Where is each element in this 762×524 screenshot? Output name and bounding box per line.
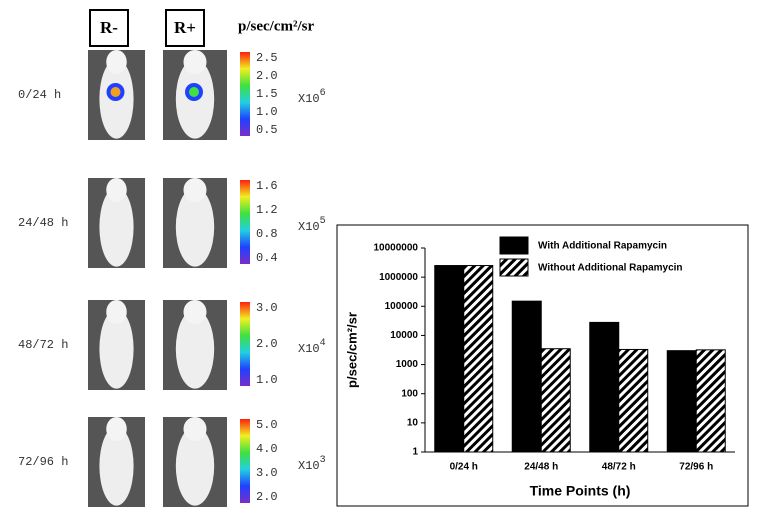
color-bar: [240, 180, 250, 264]
unit-label: p/sec/cm²/sr: [238, 18, 314, 34]
scale-tick-label: 2.0: [256, 490, 278, 504]
column-box: [165, 9, 205, 47]
mouse-body: [99, 309, 134, 389]
mouse-body: [175, 187, 215, 267]
mouse-head: [106, 300, 127, 324]
scale-tick-label: 2.5: [256, 51, 278, 65]
scale-tick-label: 2.0: [256, 69, 278, 83]
mouse-body: [175, 426, 215, 506]
multiplier: X106: [298, 88, 326, 107]
multiplier-base: X10: [298, 459, 320, 473]
scale-tick-label: 1.5: [256, 87, 278, 101]
scale-tick-label: 0.5: [256, 123, 278, 137]
multiplier-exponent: 6: [320, 88, 326, 99]
x-tick-label: 0/24 h: [450, 462, 478, 473]
bar: [463, 265, 494, 453]
mouse-body: [99, 187, 134, 267]
y-tick-label: 10: [407, 417, 419, 428]
x-tick-label: 48/72 h: [602, 462, 636, 473]
y-tick-label: 100: [401, 388, 418, 399]
color-bar: [240, 419, 250, 503]
signal-core: [189, 87, 199, 97]
column-box: [89, 9, 129, 47]
multiplier-exponent: 4: [320, 338, 326, 349]
mouse-head: [106, 417, 127, 441]
scale-tick-label: 1.6: [256, 179, 278, 193]
bar: [695, 349, 726, 453]
multiplier-base: X10: [298, 220, 320, 234]
y-axis-label: p/sec/cm²/sr: [344, 312, 359, 388]
multiplier: X103: [298, 455, 326, 474]
scale-tick-label: 1.2: [256, 203, 278, 217]
scale-tick-label: 1.0: [256, 373, 278, 387]
row-label: 24/48 h: [18, 216, 68, 230]
legend-swatch: [499, 236, 529, 255]
mouse-head: [106, 50, 127, 74]
mouse-head: [183, 300, 207, 324]
y-tick-label: 1000: [396, 359, 419, 370]
scale-tick-label: 5.0: [256, 418, 278, 432]
scale-tick-label: 0.4: [256, 251, 278, 265]
mouse-head: [106, 178, 127, 202]
bar: [589, 321, 620, 453]
mouse-head: [183, 178, 207, 202]
multiplier-exponent: 3: [320, 455, 326, 466]
y-tick-label: 100000: [385, 301, 419, 312]
scale-tick-label: 3.0: [256, 301, 278, 315]
multiplier-exponent: 5: [320, 216, 326, 227]
column-label: R-: [100, 18, 118, 37]
signal-core: [110, 87, 121, 97]
legend-label: With Additional Rapamycin: [538, 241, 667, 252]
row-label: 48/72 h: [18, 338, 68, 352]
scale-tick-label: 3.0: [256, 466, 278, 480]
bar: [666, 350, 697, 453]
legend-label: Without Additional Rapamycin: [538, 263, 683, 274]
y-tick-label: 10000000: [374, 243, 419, 254]
column-label: R+: [174, 18, 196, 37]
scale-tick-label: 1.0: [256, 105, 278, 119]
mouse-head: [183, 417, 207, 441]
row-label: 72/96 h: [18, 455, 68, 469]
multiplier: X104: [298, 338, 326, 357]
multiplier-base: X10: [298, 342, 320, 356]
multiplier-base: X10: [298, 92, 320, 106]
bar: [434, 265, 465, 453]
multiplier: X105: [298, 216, 326, 235]
bar: [511, 300, 542, 453]
scale-tick-label: 0.8: [256, 227, 278, 241]
row-label: 0/24 h: [18, 88, 61, 102]
mouse-body: [99, 426, 134, 506]
scale-tick-label: 4.0: [256, 442, 278, 456]
color-bar: [240, 302, 250, 386]
mouse-body: [175, 309, 215, 389]
bar: [618, 348, 649, 453]
y-tick-label: 10000: [390, 330, 418, 341]
x-axis-label: Time Points (h): [530, 483, 631, 499]
mouse-head: [183, 50, 207, 74]
x-tick-label: 24/48 h: [524, 462, 558, 473]
legend-swatch: [499, 258, 529, 277]
y-tick-label: 1000000: [379, 272, 418, 283]
y-tick-label: 1: [412, 447, 418, 458]
color-bar: [240, 52, 250, 136]
x-tick-label: 72/96 h: [679, 462, 713, 473]
bar: [540, 348, 571, 453]
scale-tick-label: 2.0: [256, 337, 278, 351]
